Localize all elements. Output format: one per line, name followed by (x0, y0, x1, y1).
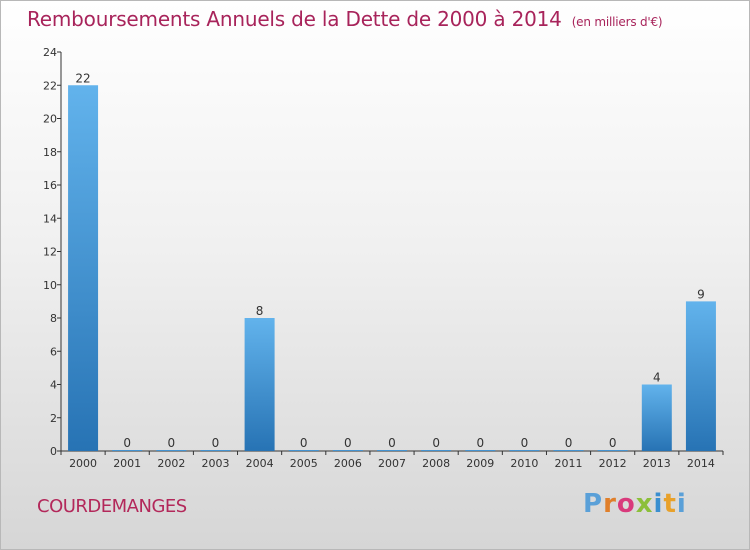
bar-value-label: 22 (75, 71, 90, 85)
x-tick-label: 2007 (378, 457, 406, 470)
x-tick-label: 2003 (201, 457, 229, 470)
x-tick-label: 2000 (69, 457, 97, 470)
y-tick-label: 14 (43, 212, 57, 225)
bar-value-label: 0 (344, 436, 352, 450)
proxiti-logo: Proxiti (583, 489, 687, 519)
bar (465, 450, 496, 451)
bar-value-label: 0 (212, 436, 220, 450)
logo-letter: t (663, 489, 677, 519)
bar-value-label: 0 (168, 436, 176, 450)
bar (244, 318, 275, 451)
x-tick-label: 2010 (510, 457, 538, 470)
logo-letter: i (676, 489, 687, 519)
commune-name: COURDEMANGES (37, 496, 187, 517)
bar-value-label: 0 (476, 436, 484, 450)
y-tick-label: 24 (43, 46, 57, 59)
bar-value-label: 0 (565, 436, 573, 450)
logo-letter: o (616, 489, 636, 519)
bar-value-label: 8 (256, 304, 264, 318)
bar-value-label: 0 (123, 436, 131, 450)
y-tick-label: 2 (50, 412, 57, 425)
bar-value-label: 4 (653, 371, 661, 385)
chart-unit-label: (en milliers d'€) (571, 15, 663, 29)
bar-value-label: 0 (300, 436, 308, 450)
bar (156, 450, 187, 451)
logo-letter: i (653, 489, 664, 519)
x-tick-label: 2014 (687, 457, 715, 470)
bar (509, 450, 540, 451)
x-tick-label: 2013 (643, 457, 671, 470)
x-tick-label: 2009 (466, 457, 494, 470)
bar-value-label: 0 (521, 436, 529, 450)
bar (377, 450, 407, 451)
y-tick-label: 22 (43, 79, 57, 92)
bar (332, 450, 363, 451)
logo-letter: P (583, 489, 604, 519)
x-tick-label: 2012 (599, 457, 627, 470)
x-tick-label: 2005 (290, 457, 318, 470)
x-tick-label: 2002 (157, 457, 185, 470)
y-tick-label: 6 (50, 345, 57, 358)
chart-title: Remboursements Annuels de la Dette de 20… (27, 7, 663, 31)
x-tick-label: 2001 (113, 457, 141, 470)
x-tick-label: 2004 (246, 457, 274, 470)
y-tick-label: 0 (50, 445, 57, 458)
y-tick-label: 10 (43, 279, 57, 292)
y-tick-label: 12 (43, 246, 57, 259)
bar (421, 450, 452, 451)
y-tick-label: 8 (50, 312, 57, 325)
bar (200, 450, 231, 451)
bar-value-label: 0 (609, 436, 617, 450)
bar-value-label: 0 (432, 436, 440, 450)
chart-title-text: Remboursements Annuels de la Dette de 20… (27, 7, 562, 31)
y-tick-label: 4 (50, 379, 57, 392)
y-tick-label: 16 (43, 179, 57, 192)
bar-value-label: 9 (697, 287, 705, 301)
bar (641, 384, 672, 451)
bar (685, 301, 716, 451)
bar (68, 85, 99, 451)
logo-letter: x (635, 489, 654, 519)
x-tick-label: 2006 (334, 457, 362, 470)
bar (553, 450, 584, 451)
bar (597, 450, 628, 451)
x-tick-label: 2011 (555, 457, 583, 470)
bar (288, 450, 319, 451)
bar (112, 450, 143, 451)
y-tick-label: 18 (43, 146, 57, 159)
x-tick-label: 2008 (422, 457, 450, 470)
y-tick-label: 20 (43, 113, 57, 126)
logo-letter: r (603, 489, 617, 519)
bar-value-label: 0 (388, 436, 396, 450)
